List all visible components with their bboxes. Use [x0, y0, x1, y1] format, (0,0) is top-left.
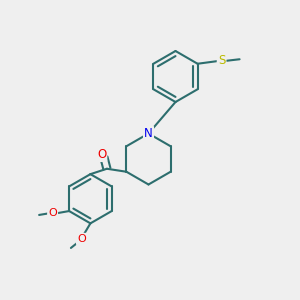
- Text: O: O: [48, 208, 57, 218]
- Text: N: N: [144, 127, 153, 140]
- Text: O: O: [77, 234, 86, 244]
- Text: O: O: [97, 148, 106, 161]
- Text: S: S: [218, 54, 225, 67]
